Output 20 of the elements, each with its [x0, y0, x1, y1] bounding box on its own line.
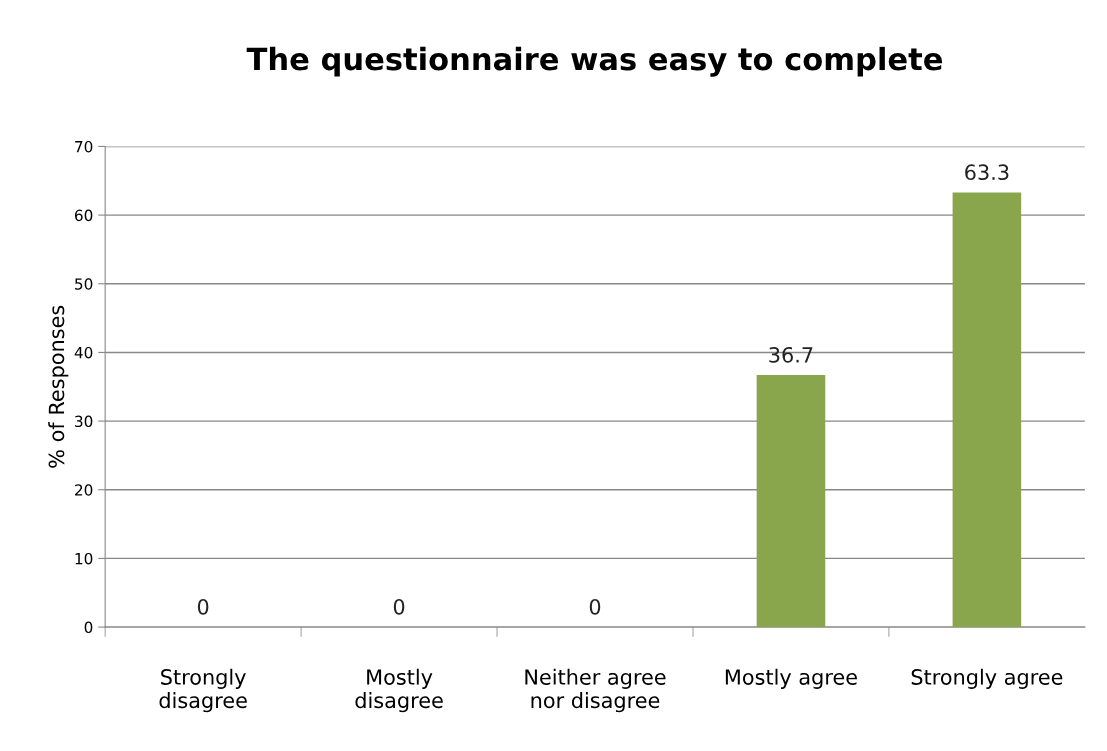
- y-axis-title: % of Responses: [48, 305, 69, 468]
- data-label: 0: [197, 598, 209, 615]
- y-tick-label: 10: [75, 552, 93, 565]
- chart-title: The questionnaire was easy to complete: [246, 46, 942, 77]
- y-tick-label: 50: [75, 278, 93, 290]
- data-label: 0: [589, 598, 601, 615]
- data-label: 63.3: [965, 164, 1009, 181]
- data-label: 0: [393, 598, 405, 615]
- data-label: 36.7: [769, 346, 813, 363]
- x-tick-label: Mostly disagree: [355, 668, 443, 713]
- y-tick-label: 70: [75, 140, 93, 153]
- y-tick-label: 40: [74, 346, 93, 359]
- x-tick-label: Neither agree nor disagree: [525, 668, 666, 713]
- x-tick-label: Strongly agree: [911, 668, 1063, 689]
- y-tick-label: 30: [75, 415, 93, 428]
- y-tick-label: 20: [75, 484, 93, 496]
- y-tick-label: 0: [84, 621, 93, 634]
- x-tick-label: Strongly disagree: [159, 668, 247, 713]
- x-tick-label: Mostly agree: [725, 668, 857, 689]
- y-tick-label: 60: [74, 209, 93, 222]
